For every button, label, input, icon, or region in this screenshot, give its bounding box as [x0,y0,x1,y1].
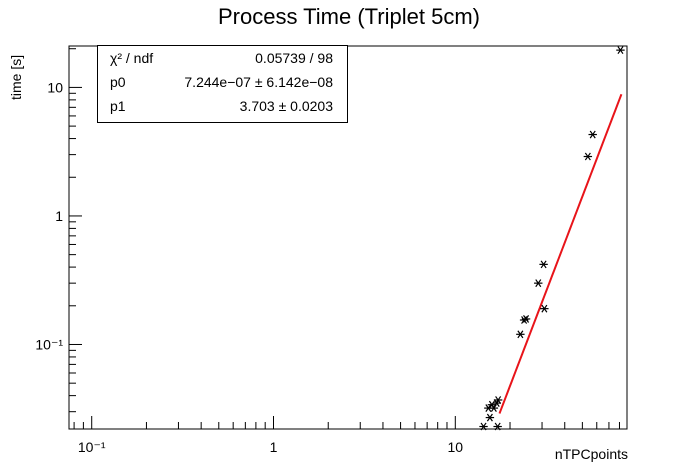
marker-stroke [486,413,493,422]
data-point [493,422,502,431]
stats-value: 7.244e−07 ± 6.142e−08 [184,74,333,90]
marker-stroke [584,152,591,161]
stats-label: p1 [110,98,126,114]
marker-stroke [535,279,542,288]
data-point [479,422,488,431]
stats-box: χ² / ndf 0.05739 / 98 p0 7.244e−07 ± 6.1… [97,45,348,123]
data-point [516,330,525,339]
data-point [616,46,625,55]
marker-stroke [494,422,501,431]
y-axis-ticks: 10⁻¹ 1 10 [35,48,82,413]
y-tick-label: 10⁻¹ [35,336,63,352]
stats-label: p0 [110,74,126,90]
stats-row-chi2: χ² / ndf 0.05739 / 98 [98,46,347,70]
x-axis-ticks: 10⁻¹ 1 10 [73,416,620,455]
data-point [588,130,597,139]
fit-curve [498,93,623,414]
marker-stroke [617,46,624,55]
marker-stroke [485,404,492,413]
data-points [479,46,625,431]
chart-title: Process Time (Triplet 5cm) [217,4,480,29]
data-point [539,260,548,269]
data-point [540,304,549,313]
data-point [583,152,593,161]
marker-stroke [540,260,547,269]
y-axis-label: time [s] [8,54,24,100]
data-point [521,315,531,323]
marker-stroke [495,396,502,404]
marker-stroke [480,422,487,431]
marker-stroke [589,130,596,139]
stats-value: 0.05739 / 98 [255,50,333,66]
data-point [493,396,503,404]
x-tick-label: 10⁻¹ [78,439,106,455]
stats-row-p0: p0 7.244e−07 ± 6.142e−08 [98,70,347,94]
y-tick-label: 10 [47,79,63,95]
fit-curve-group [498,93,623,414]
data-point [485,413,495,422]
stats-value: 3.703 ± 0.0203 [239,98,333,114]
marker-stroke [517,330,524,339]
plot-frame [68,45,628,430]
x-tick-label: 1 [270,439,278,455]
y-tick-label: 1 [55,208,63,224]
marker-stroke [541,304,548,313]
stats-label: χ² / ndf [110,50,154,66]
x-axis-label: nTPCpoints [554,446,628,462]
marker-stroke [523,315,530,323]
x-tick-label: 10 [448,439,464,455]
stats-row-p1: p1 3.703 ± 0.0203 [98,94,347,118]
data-point [534,279,543,288]
